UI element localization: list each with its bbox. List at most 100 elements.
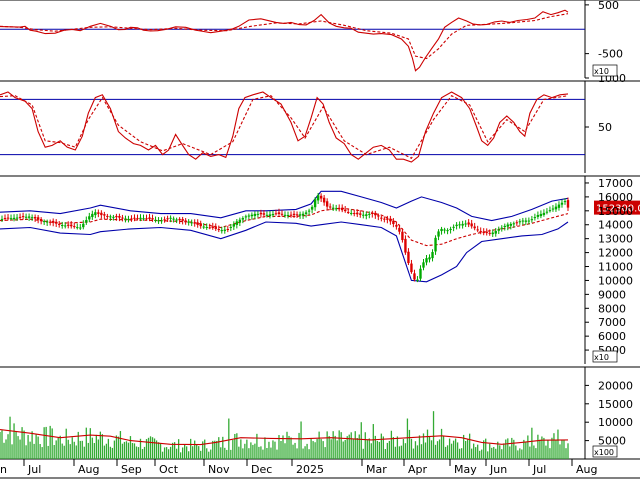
candle-body <box>124 218 127 220</box>
candle-body <box>256 213 260 215</box>
y-tick-label: 15000 <box>598 398 633 411</box>
panel-oscillator-middle <box>0 91 585 163</box>
candle-body <box>470 223 473 227</box>
candle-body <box>85 220 88 223</box>
y-tick-label: 7000 <box>598 316 626 329</box>
candle-body <box>566 200 570 208</box>
axis-multiplier-label: x10 <box>594 67 609 76</box>
candle-body <box>316 195 320 201</box>
candle-body <box>268 214 272 217</box>
candle-body <box>383 218 386 220</box>
candle-body <box>151 218 154 220</box>
y-tick-label: 10000 <box>598 274 633 287</box>
candle-body <box>190 222 193 224</box>
series-line <box>0 9 569 72</box>
candle-body <box>271 214 275 216</box>
candle-body <box>33 216 37 219</box>
candle-body <box>103 214 106 216</box>
candle-body <box>169 217 172 219</box>
axis-multiplier-box <box>592 350 618 363</box>
candle-body <box>76 227 79 229</box>
candle-body <box>238 219 242 223</box>
y-tick-label: 6000 <box>598 330 626 343</box>
candle-body <box>404 238 407 253</box>
candle-body <box>247 215 251 217</box>
y-tick-label: 8000 <box>598 302 626 315</box>
candle-body <box>515 222 519 224</box>
candle-body <box>307 210 311 212</box>
candle-body <box>154 219 157 221</box>
candle-body <box>563 201 567 203</box>
candle-body <box>428 257 431 260</box>
panel-oscillator-top <box>0 9 585 72</box>
candle-body <box>220 230 223 232</box>
candle-body <box>452 226 455 228</box>
candle-body <box>9 218 13 220</box>
candle-body <box>368 213 371 215</box>
candle-body <box>277 212 281 215</box>
candle-body <box>30 217 34 219</box>
candle-body <box>455 224 458 227</box>
candle-body <box>521 220 525 222</box>
panel-price <box>0 190 570 283</box>
candle-body <box>389 218 392 222</box>
y-tick-label: 500 <box>598 0 619 12</box>
candle-body <box>395 224 398 227</box>
y-tick-label: 13000 <box>598 233 633 246</box>
candle-body <box>187 221 190 223</box>
candle-body <box>392 220 395 225</box>
candle-body <box>319 195 323 199</box>
candle-body <box>73 226 76 228</box>
candle-body <box>313 199 317 208</box>
candle-body <box>82 223 85 228</box>
candle-body <box>422 262 425 268</box>
x-tick-label: Jul <box>27 463 41 476</box>
y-tick-label: 9000 <box>598 288 626 301</box>
candle-body <box>109 216 112 218</box>
candle-body <box>527 220 531 222</box>
candle-body <box>202 226 205 228</box>
candle-body <box>485 231 488 234</box>
candle-body <box>551 208 555 210</box>
candle-body <box>509 223 512 226</box>
candle-body <box>39 219 43 221</box>
x-tick-label: 2025 <box>296 463 324 476</box>
candle-body <box>226 228 230 230</box>
x-tick-label: Aug <box>576 463 597 476</box>
candle-body <box>295 214 299 216</box>
candle-body <box>334 208 338 210</box>
candle-body <box>365 214 368 216</box>
candle-body <box>437 231 440 237</box>
candle-body <box>350 212 353 214</box>
candle-body <box>54 221 58 224</box>
candle-body <box>91 213 94 218</box>
candle-body <box>262 213 266 215</box>
candle-body <box>106 215 109 217</box>
candle-body <box>70 224 73 227</box>
candle-body <box>491 232 494 235</box>
candle-body <box>217 229 220 231</box>
candle-body <box>374 212 377 216</box>
candle-body <box>359 213 362 215</box>
candle-body <box>139 217 142 220</box>
candle-body <box>280 213 284 215</box>
candle-body <box>250 214 254 217</box>
candle-body <box>533 217 537 219</box>
candle-body <box>328 206 332 208</box>
candle-body <box>440 228 443 232</box>
axis-multiplier-box <box>592 64 618 77</box>
last-price-label: 152300.0 <box>596 204 640 215</box>
candle-body <box>473 226 476 229</box>
x-tick-label: Jul <box>532 463 546 476</box>
volume-ma-line <box>0 429 569 446</box>
axis-multiplier-label: x100 <box>594 448 614 457</box>
candle-body <box>214 226 217 229</box>
candle-body <box>136 218 139 220</box>
y-tick-label: 17000 <box>598 177 633 190</box>
candle-body <box>503 225 506 228</box>
candle-body <box>21 216 25 218</box>
candle-body <box>545 211 549 213</box>
candle-body <box>18 216 22 218</box>
candle-body <box>130 218 133 220</box>
